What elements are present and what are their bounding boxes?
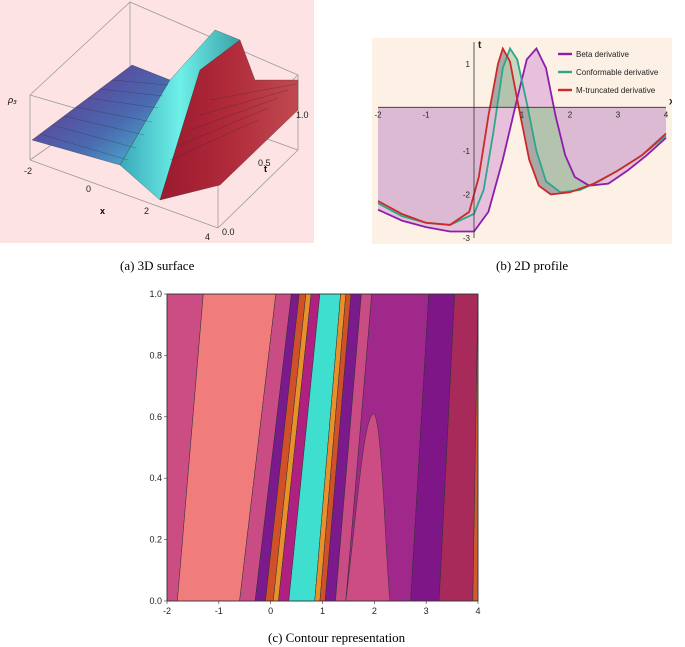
contour-y-tick: 0.0 bbox=[149, 596, 162, 606]
surface-t-ticks: 0.0 0.5 1.0 bbox=[222, 110, 309, 237]
caption-b: (b) 2D profile bbox=[496, 258, 569, 273]
legend-entry: M-truncated derivative bbox=[576, 86, 656, 95]
profile-ylabel: t bbox=[478, 40, 482, 51]
profile-x-tick: 4 bbox=[664, 110, 669, 119]
contour-x-tick: 1 bbox=[320, 606, 325, 616]
profile-y-tick: -2 bbox=[463, 190, 471, 199]
surface-x-tick: -2 bbox=[24, 166, 32, 176]
contour-lobe bbox=[345, 413, 391, 602]
surface-tlabel: t bbox=[264, 164, 267, 174]
profile-xlabel: x bbox=[669, 96, 672, 107]
contour-x-tick: -1 bbox=[215, 606, 223, 616]
surface-x-tick: 4 bbox=[205, 232, 210, 242]
contour-x-tick: 2 bbox=[372, 606, 377, 616]
surface-x-ticks: -2 0 2 4 bbox=[24, 166, 210, 242]
profile-x-tick: 2 bbox=[568, 110, 573, 119]
profile-y-tick: -3 bbox=[463, 234, 471, 243]
profile-y-tick: 1 bbox=[466, 60, 471, 69]
legend-entry: Beta derivative bbox=[576, 50, 629, 59]
contour-y-tick: 0.2 bbox=[149, 535, 162, 545]
contour-y-tick: 1.0 bbox=[149, 289, 162, 299]
surface-zlabel: ρ₃ bbox=[7, 95, 17, 105]
surface-t-tick: 1.0 bbox=[296, 110, 309, 120]
legend-entry: Conformable derivative bbox=[576, 68, 659, 77]
contour-plot: -2 -1 0 1 2 3 4 0.0 0.2 0.4 0.6 0.8 1.0 bbox=[149, 289, 480, 616]
contour-y-tick: 0.4 bbox=[149, 473, 162, 483]
profile-x-tick: 1 bbox=[520, 110, 525, 119]
profile-x-tick: -2 bbox=[374, 110, 382, 119]
surface-x-tick: 2 bbox=[144, 206, 149, 216]
contour-x-tick: 3 bbox=[424, 606, 429, 616]
surface-right-valley bbox=[159, 39, 299, 201]
contour-x-tick: 4 bbox=[475, 606, 480, 616]
surface-plot: ρ₃ x t -2 0 2 4 0.0 0.5 1.0 bbox=[0, 0, 314, 243]
surface-x-tick: 0 bbox=[86, 184, 91, 194]
surface-xlabel: x bbox=[100, 206, 105, 216]
profile-series-line bbox=[377, 46, 667, 233]
profile-fill-area bbox=[378, 48, 666, 232]
profile-y-tick: -1 bbox=[463, 147, 471, 156]
profile-series-line bbox=[377, 46, 667, 226]
caption-c: (c) Contour representation bbox=[268, 630, 406, 645]
surface-t-tick: 0.0 bbox=[222, 227, 235, 237]
contour-x-tick: 0 bbox=[268, 606, 273, 616]
profile-plot: -2 -1 1 2 3 4 1 -1 -2 -3 x t Beta derivative Conform… bbox=[372, 38, 672, 244]
profile-x-tick: -1 bbox=[422, 110, 430, 119]
contour-y-tick: 0.8 bbox=[149, 350, 162, 360]
surface-mesh bbox=[39, 79, 297, 161]
contour-x-tick: -2 bbox=[163, 606, 171, 616]
surface-t-tick: 0.5 bbox=[258, 158, 271, 168]
profile-x-tick: 3 bbox=[616, 110, 621, 119]
contour-y-tick: 0.6 bbox=[149, 412, 162, 422]
caption-a: (a) 3D surface bbox=[120, 258, 195, 273]
